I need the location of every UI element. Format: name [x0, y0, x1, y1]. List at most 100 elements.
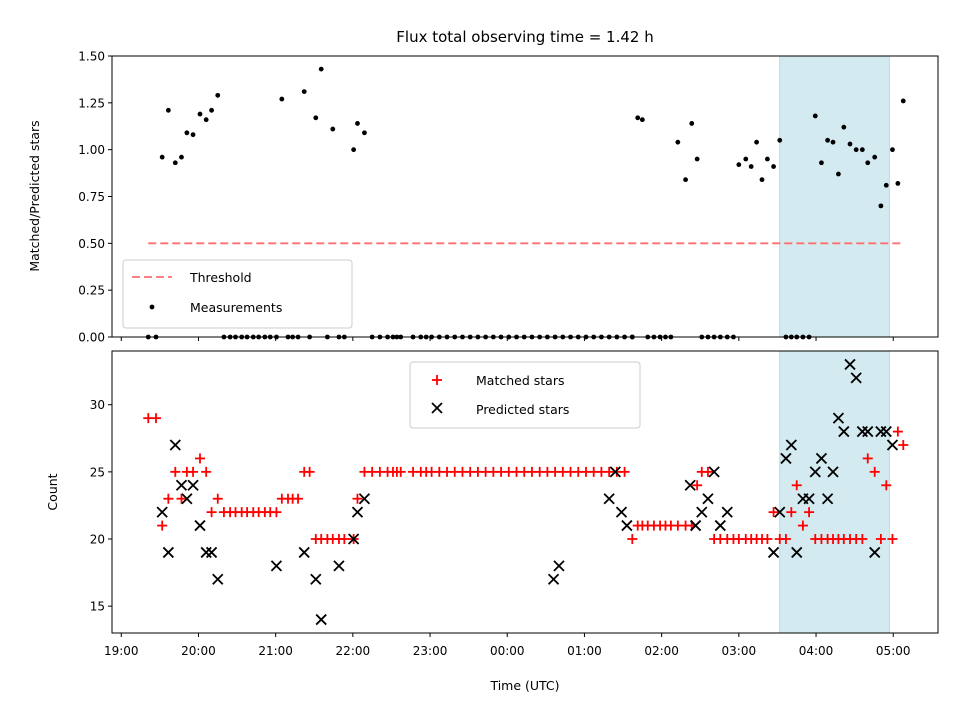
bottom-y-tick-label: 30: [90, 398, 105, 412]
predicted-star-marker: [721, 506, 733, 518]
bottom-highlight-band: [779, 350, 890, 634]
matched-star-marker: [339, 534, 350, 544]
top-y-tick-label: 0.25: [78, 284, 105, 298]
measurement-point: [812, 113, 818, 119]
measurement-point: [878, 203, 884, 209]
matched-star-marker: [619, 466, 630, 477]
predicted-star-marker: [844, 358, 856, 371]
predicted-star-marker: [714, 519, 726, 532]
predicted-star-marker: [194, 519, 206, 532]
predicted-star-marker: [832, 412, 845, 424]
measurement-point: [355, 121, 360, 126]
predicted-star-marker: [169, 439, 181, 451]
matched-star-marker: [869, 466, 880, 477]
predicted-star-marker: [547, 573, 560, 585]
top-y-tick-label: 0.75: [78, 190, 105, 204]
measurement-point: [859, 147, 865, 153]
predicted-star-marker: [298, 546, 310, 559]
predicted-star-marker: [162, 546, 174, 559]
x-tick-label: 21:00: [258, 644, 293, 658]
measurement-point: [895, 180, 901, 186]
x-tick-label: 04:00: [799, 644, 834, 658]
top-highlight-band: [779, 55, 890, 338]
matched-star-marker: [786, 507, 797, 518]
predicted-star-marker: [791, 546, 803, 559]
measurement-point: [830, 139, 836, 145]
matched-star-marker: [791, 480, 802, 491]
measurement-point: [159, 154, 165, 160]
predicted-star-marker: [615, 506, 628, 518]
x-tick-label: 19:00: [104, 644, 139, 658]
predicted-star-marker: [862, 425, 874, 438]
chart-title: Flux total observing time = 1.42 h: [396, 28, 653, 46]
x-tick-label: 00:00: [490, 644, 525, 658]
bottom-panel: 15 20 25 30 19:00 20:00 21:00 22:00 23:00 00:00 0…: [45, 350, 939, 693]
predicted-star-marker: [609, 466, 621, 478]
matched-star-marker: [188, 466, 199, 477]
predicted-star-marker: [347, 533, 360, 545]
measurement-point: [736, 162, 742, 168]
measurement-point: [754, 139, 759, 145]
matched-star-marker: [304, 466, 315, 477]
predicted-star-marker: [767, 546, 780, 559]
predicted-star-marker: [809, 466, 821, 478]
measurement-point: [313, 115, 319, 121]
measurement-point: [179, 154, 184, 160]
predicted-star-marker: [821, 493, 834, 505]
x-tick-label: 02:00: [644, 644, 679, 658]
measurement-point: [853, 147, 859, 153]
predicted-star-marker: [315, 613, 327, 626]
matched-star-marker: [857, 534, 868, 544]
x-tick-label: 20:00: [181, 644, 216, 658]
matched-star-marker: [862, 453, 873, 464]
matched-star-marker: [293, 493, 304, 504]
measurement-point: [203, 117, 209, 123]
measurement-point: [841, 124, 847, 130]
predicted-star-marker: [803, 493, 815, 505]
predicted-star-marker: [212, 573, 224, 585]
measurement-point: [890, 147, 895, 153]
x-tick-label: 23:00: [413, 644, 448, 658]
measurement-point: [743, 156, 749, 162]
x-tick-label: 22:00: [336, 644, 371, 658]
predicted-star-marker: [785, 439, 797, 451]
predicted-star-marker: [702, 493, 714, 505]
matched-star-marker: [875, 534, 886, 544]
bottom-y-tick-label: 20: [90, 533, 105, 547]
measurement-point: [197, 111, 203, 117]
predicted-star-marker: [869, 546, 881, 559]
measurement-point: [351, 147, 357, 153]
top-y-axis-label: Matched/Predicted stars: [27, 120, 42, 271]
predicted-star-marker: [333, 560, 345, 572]
predicted-star-marker: [351, 506, 364, 518]
predicted-star-marker: [553, 560, 565, 572]
legend-predicted-label: Predicted stars: [476, 402, 569, 417]
measurement-point: [900, 98, 906, 104]
top-y-tick-label: 0.00: [78, 331, 105, 345]
legend-predicted-swatch: [431, 402, 443, 414]
bottom-y-ticks: 15 20 25 30: [90, 398, 112, 614]
matched-star-marker: [170, 466, 181, 477]
measurement-point: [865, 160, 871, 166]
legend-measurement-swatch: [149, 304, 155, 310]
measurement-point: [639, 117, 645, 123]
predicted-star-marker: [603, 493, 615, 505]
measurement-point: [279, 96, 285, 102]
measurement-point: [165, 107, 171, 113]
predicted-star-marker: [708, 466, 720, 478]
measurement-point: [689, 121, 695, 126]
predicted-star-marker: [181, 493, 193, 505]
top-legend: Threshold Measurements: [122, 259, 353, 329]
measurement-point: [683, 177, 688, 183]
predicted-star-marker: [310, 573, 322, 585]
matched-star-marker: [151, 413, 162, 424]
measurement-point: [825, 137, 831, 143]
legend-matched-label: Matched stars: [476, 373, 564, 388]
predicted-star-marker: [880, 425, 892, 438]
matched-star-marker: [195, 453, 206, 464]
matched-star-marker: [212, 493, 223, 504]
matched-star-marker: [201, 466, 212, 477]
predicted-star-marker: [200, 546, 212, 559]
measurement-point: [694, 156, 700, 162]
